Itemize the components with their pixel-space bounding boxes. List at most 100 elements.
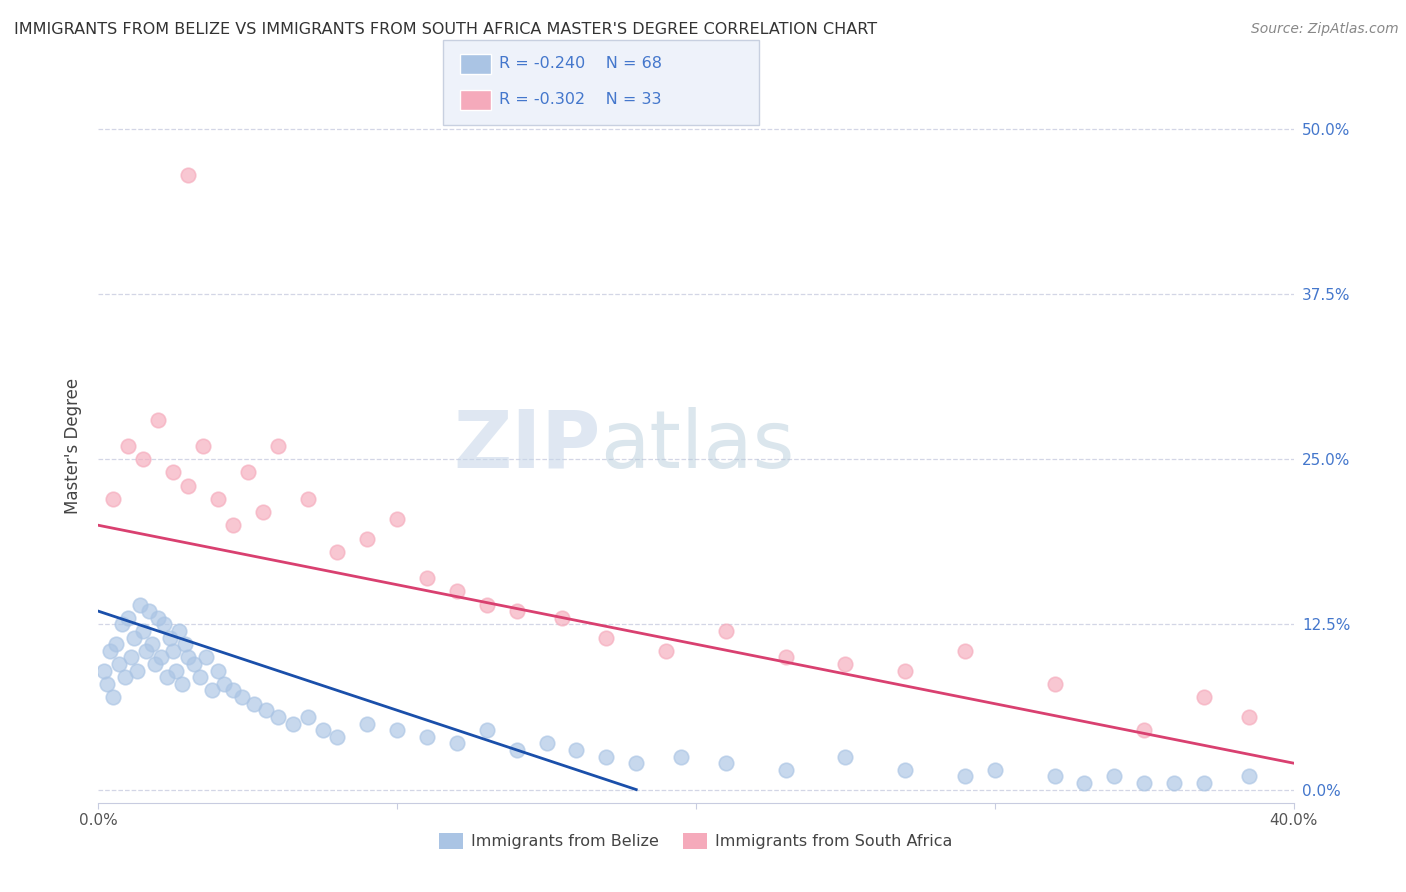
Point: [595, 749, 617, 764]
Point: [775, 650, 797, 665]
Point: [236, 466, 259, 480]
Point: [655, 644, 678, 658]
Point: [167, 624, 190, 638]
Point: [1237, 769, 1260, 783]
Point: [446, 736, 468, 750]
Text: Source: ZipAtlas.com: Source: ZipAtlas.com: [1251, 22, 1399, 37]
Point: [356, 532, 378, 546]
Point: [103, 491, 125, 506]
Point: [595, 631, 617, 645]
Point: [117, 611, 139, 625]
Point: [267, 439, 290, 453]
Point: [108, 657, 131, 671]
Point: [775, 763, 797, 777]
Point: [252, 505, 274, 519]
Point: [953, 769, 976, 783]
Text: IMMIGRANTS FROM BELIZE VS IMMIGRANTS FROM SOUTH AFRICA MASTER'S DEGREE CORRELATI: IMMIGRANTS FROM BELIZE VS IMMIGRANTS FRO…: [14, 22, 877, 37]
Point: [243, 697, 266, 711]
Point: [416, 730, 439, 744]
Point: [281, 716, 304, 731]
Point: [231, 690, 253, 704]
Point: [124, 631, 146, 645]
Point: [356, 716, 378, 731]
Point: [103, 690, 125, 704]
Point: [297, 710, 319, 724]
Point: [326, 545, 349, 559]
Point: [120, 650, 142, 665]
Point: [1133, 776, 1156, 790]
Point: [150, 650, 173, 665]
Point: [714, 756, 737, 771]
Point: [141, 637, 163, 651]
Point: [148, 412, 170, 426]
Text: ZIP: ZIP: [453, 407, 600, 485]
Point: [1192, 690, 1215, 704]
Point: [153, 617, 176, 632]
Point: [138, 604, 160, 618]
Point: [111, 617, 134, 632]
Point: [127, 664, 149, 678]
Point: [506, 743, 529, 757]
Point: [626, 756, 648, 771]
Point: [105, 637, 128, 651]
Point: [177, 650, 200, 665]
Point: [984, 763, 1007, 777]
Point: [162, 644, 184, 658]
Point: [222, 683, 245, 698]
Point: [162, 466, 184, 480]
Point: [1043, 769, 1066, 783]
Point: [1237, 710, 1260, 724]
Point: [135, 644, 157, 658]
Point: [129, 598, 152, 612]
Point: [326, 730, 349, 744]
Point: [446, 584, 468, 599]
Point: [1163, 776, 1185, 790]
Point: [159, 631, 181, 645]
Point: [165, 664, 187, 678]
Point: [148, 611, 170, 625]
Point: [222, 518, 245, 533]
Point: [1104, 769, 1126, 783]
Point: [550, 611, 572, 625]
Point: [174, 637, 197, 651]
Point: [98, 644, 122, 658]
Point: [1073, 776, 1095, 790]
Text: R = -0.302    N = 33: R = -0.302 N = 33: [499, 92, 662, 106]
Text: R = -0.240    N = 68: R = -0.240 N = 68: [499, 56, 662, 70]
Point: [669, 749, 692, 764]
Point: [188, 670, 211, 684]
Point: [207, 664, 229, 678]
Point: [894, 763, 917, 777]
Point: [254, 703, 277, 717]
Point: [1192, 776, 1215, 790]
Point: [177, 478, 200, 492]
Point: [714, 624, 737, 638]
Point: [207, 491, 229, 506]
Point: [416, 571, 439, 585]
Point: [191, 439, 214, 453]
Legend: Immigrants from Belize, Immigrants from South Africa: Immigrants from Belize, Immigrants from …: [433, 826, 959, 855]
Point: [834, 657, 856, 671]
Point: [177, 168, 200, 182]
Point: [156, 670, 179, 684]
Point: [565, 743, 588, 757]
Point: [297, 491, 319, 506]
Point: [536, 736, 558, 750]
Point: [894, 664, 917, 678]
Point: [195, 650, 218, 665]
Point: [201, 683, 224, 698]
Point: [475, 723, 498, 738]
Point: [132, 624, 155, 638]
Point: [385, 723, 409, 738]
Point: [212, 677, 235, 691]
Point: [311, 723, 333, 738]
Point: [93, 664, 115, 678]
Point: [267, 710, 290, 724]
Point: [117, 439, 139, 453]
Point: [834, 749, 856, 764]
Point: [506, 604, 529, 618]
Point: [132, 452, 155, 467]
Point: [96, 677, 118, 691]
Point: [475, 598, 498, 612]
Y-axis label: Master's Degree: Master's Degree: [65, 378, 83, 514]
